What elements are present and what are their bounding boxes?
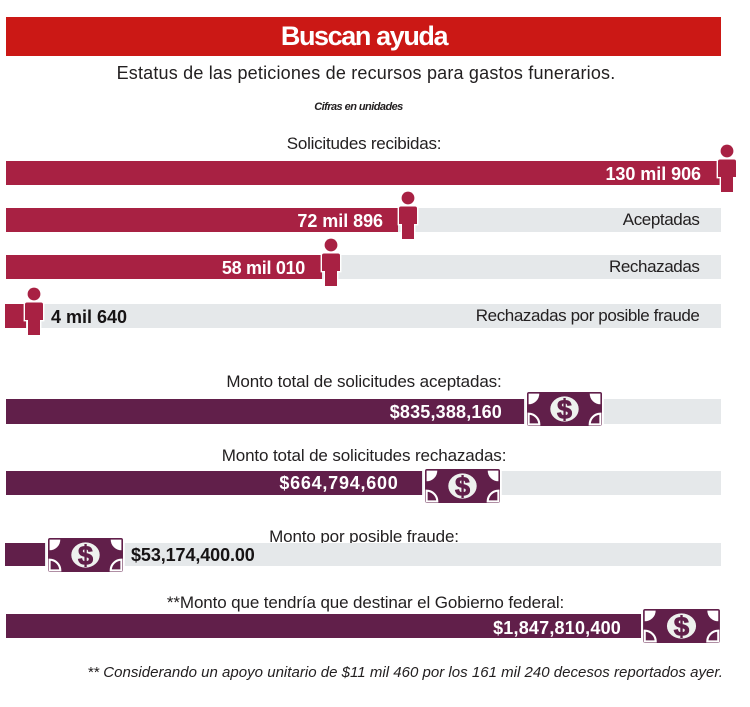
svg-text:$: $ xyxy=(78,541,93,571)
svg-text:$: $ xyxy=(455,471,470,501)
svg-text:$: $ xyxy=(674,611,689,642)
svg-text:$: $ xyxy=(557,394,572,424)
